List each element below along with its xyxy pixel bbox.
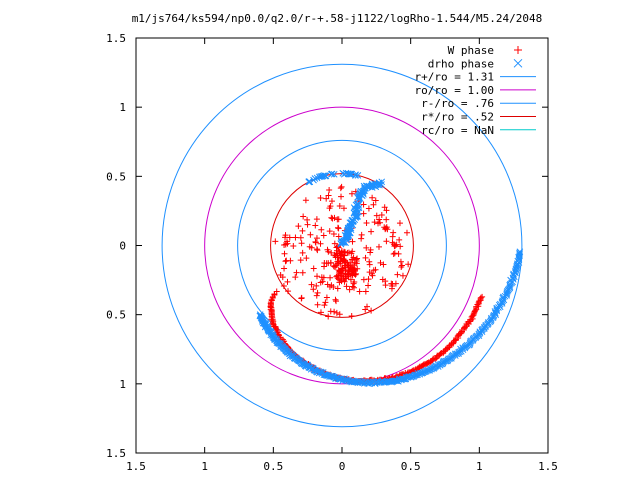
plot-area <box>161 63 524 428</box>
y-tick-label: 1.5 <box>106 32 126 45</box>
circle-ro-line <box>204 106 480 385</box>
series-drho-phase <box>256 169 524 388</box>
x-tick-label: 0 <box>339 460 346 473</box>
y-tick-label: 1.5 <box>106 447 126 460</box>
legend-label: rc/ro = NaN <box>421 124 494 137</box>
y-tick-label: 1 <box>119 378 126 391</box>
legend-marker <box>514 46 522 54</box>
legend-label: r-/ro = .76 <box>421 97 494 110</box>
x-tick-label: 1.5 <box>126 460 146 473</box>
x-tick-label: 1 <box>201 460 208 473</box>
circle-r-line <box>237 139 447 352</box>
legend-label: drho phase <box>428 57 494 70</box>
axis-ticks: 1.5 1 0.5 0 0.5 1 1.51.510.500.511.5 <box>106 32 558 473</box>
legend-label: r*/ro = .52 <box>421 111 494 124</box>
y-tick-label: 0.5 <box>106 170 126 183</box>
legend-label: r+/ro = 1.31 <box>415 71 494 84</box>
legend-label: W phase <box>448 44 494 57</box>
x-tick-label: 1.5 <box>538 460 558 473</box>
y-tick-label: 0.5 <box>106 309 126 322</box>
chart-title: m1/js764/ks594/np0.0/q2.0/r-+.58-j1122/l… <box>132 12 543 25</box>
series-w-phase <box>267 183 486 385</box>
circle-r-line <box>161 63 523 428</box>
y-tick-label: 0 <box>119 240 126 253</box>
legend-label: ro/ro = 1.00 <box>415 84 494 97</box>
y-tick-label: 1 <box>119 101 126 114</box>
x-tick-label: 1 <box>476 460 483 473</box>
legend-marker <box>513 58 523 68</box>
x-tick-label: 0.5 <box>401 460 421 473</box>
x-tick-label: 0.5 <box>263 460 283 473</box>
